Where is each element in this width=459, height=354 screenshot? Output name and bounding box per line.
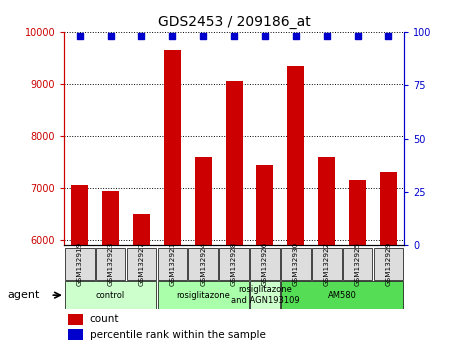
Point [168, 33, 176, 39]
Point [200, 33, 207, 39]
Bar [102, 190, 119, 354]
Bar [71, 185, 88, 354]
Point [292, 33, 300, 39]
Point [138, 33, 145, 39]
Text: percentile rank within the sample: percentile rank within the sample [90, 330, 266, 339]
Bar [133, 214, 150, 354]
Bar [195, 157, 212, 354]
Bar [374, 249, 403, 280]
Text: rosiglitazone: rosiglitazone [176, 291, 230, 299]
Title: GDS2453 / 209186_at: GDS2453 / 209186_at [158, 16, 310, 29]
Text: GSM132924: GSM132924 [200, 242, 206, 286]
Bar [188, 249, 218, 280]
Text: GSM132925: GSM132925 [355, 242, 361, 286]
Bar [318, 157, 335, 354]
Bar [65, 281, 156, 309]
Bar [343, 249, 372, 280]
Point [385, 33, 392, 39]
Text: GSM132929: GSM132929 [386, 242, 392, 286]
Bar [312, 249, 341, 280]
Text: GSM132927: GSM132927 [139, 242, 145, 286]
Bar [287, 66, 304, 354]
Point [354, 33, 361, 39]
Text: GSM132926: GSM132926 [262, 242, 268, 286]
Bar [67, 329, 83, 340]
Bar [281, 281, 403, 309]
Bar [250, 249, 280, 280]
Bar [250, 281, 280, 309]
Bar [164, 50, 181, 354]
Text: rosiglitazone
and AGN193109: rosiglitazone and AGN193109 [231, 285, 299, 305]
Bar [157, 249, 187, 280]
Bar [380, 172, 397, 354]
Bar [219, 249, 249, 280]
Text: agent: agent [7, 290, 39, 300]
Point [107, 33, 114, 39]
Text: AM580: AM580 [328, 291, 357, 299]
Text: GSM132922: GSM132922 [324, 242, 330, 286]
Bar [157, 281, 249, 309]
Text: GSM132930: GSM132930 [293, 242, 299, 286]
Bar [281, 249, 311, 280]
Point [76, 33, 84, 39]
Bar [96, 249, 125, 280]
Bar [67, 314, 83, 325]
Text: GSM132928: GSM132928 [231, 242, 237, 286]
Text: GSM132921: GSM132921 [169, 242, 175, 286]
Bar [226, 81, 243, 354]
Point [261, 33, 269, 39]
Bar [257, 165, 274, 354]
Text: count: count [90, 314, 119, 324]
Text: GSM132923: GSM132923 [107, 242, 113, 286]
Bar [127, 249, 156, 280]
Point [323, 33, 330, 39]
Text: GSM132919: GSM132919 [77, 242, 83, 286]
Point [230, 33, 238, 39]
Bar [349, 180, 366, 354]
Text: control: control [96, 291, 125, 299]
Bar [65, 249, 95, 280]
